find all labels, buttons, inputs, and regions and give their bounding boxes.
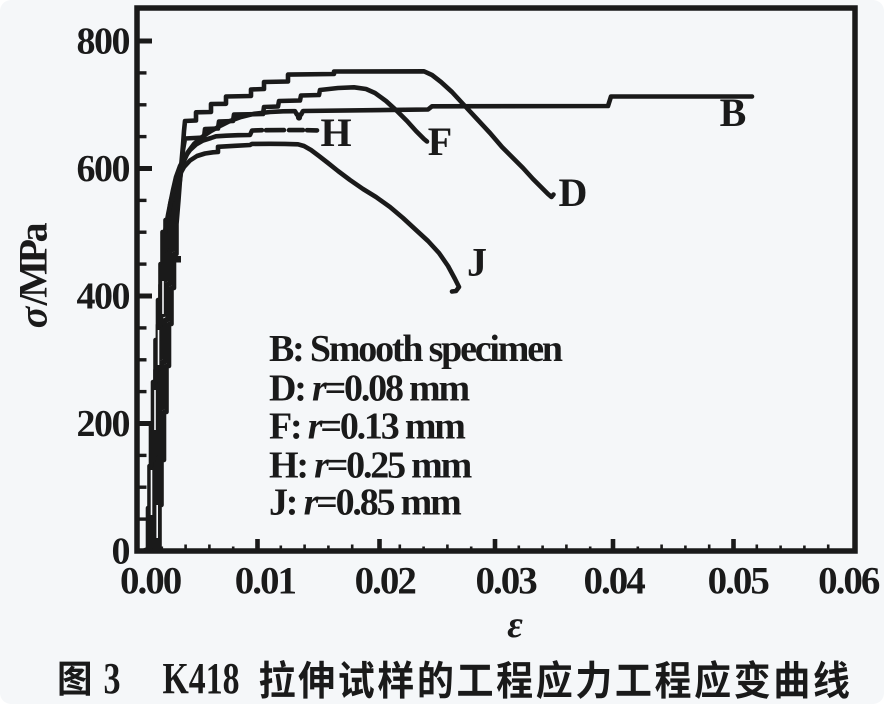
svg-text:H: H (320, 110, 351, 155)
svg-text:800: 800 (77, 21, 130, 63)
svg-text:ε: ε (507, 604, 523, 646)
svg-text:0: 0 (112, 531, 130, 573)
svg-text:3: 3 (104, 654, 121, 703)
svg-text:0.06: 0.06 (818, 560, 880, 603)
svg-text:0.01: 0.01 (235, 560, 296, 603)
svg-text:400: 400 (77, 276, 130, 318)
svg-text:0.03: 0.03 (475, 560, 537, 603)
svg-text:0.00: 0.00 (120, 560, 182, 603)
svg-text:0.05: 0.05 (708, 560, 770, 603)
svg-text:600: 600 (77, 148, 130, 190)
svg-text:F: r=0.13 mm: F: r=0.13 mm (269, 406, 465, 448)
svg-text:B: Smooth specimen: B: Smooth specimen (269, 328, 563, 370)
svg-text:B: B (720, 90, 747, 135)
svg-text:H: r=0.25 mm: H: r=0.25 mm (269, 445, 472, 487)
svg-text:0.02: 0.02 (355, 560, 416, 603)
svg-text:J: r=0.85 mm: J: r=0.85 mm (269, 482, 461, 524)
svg-text:K418: K418 (163, 654, 240, 703)
svg-text:σ /MPa: σ /MPa (11, 222, 56, 328)
svg-text:J: J (467, 240, 487, 285)
svg-text:D: D (559, 170, 588, 215)
svg-text:200: 200 (77, 403, 130, 445)
svg-text:F: F (428, 119, 452, 164)
svg-text:0.04: 0.04 (583, 560, 645, 603)
svg-text:D: r=0.08 mm: D: r=0.08 mm (269, 368, 470, 410)
